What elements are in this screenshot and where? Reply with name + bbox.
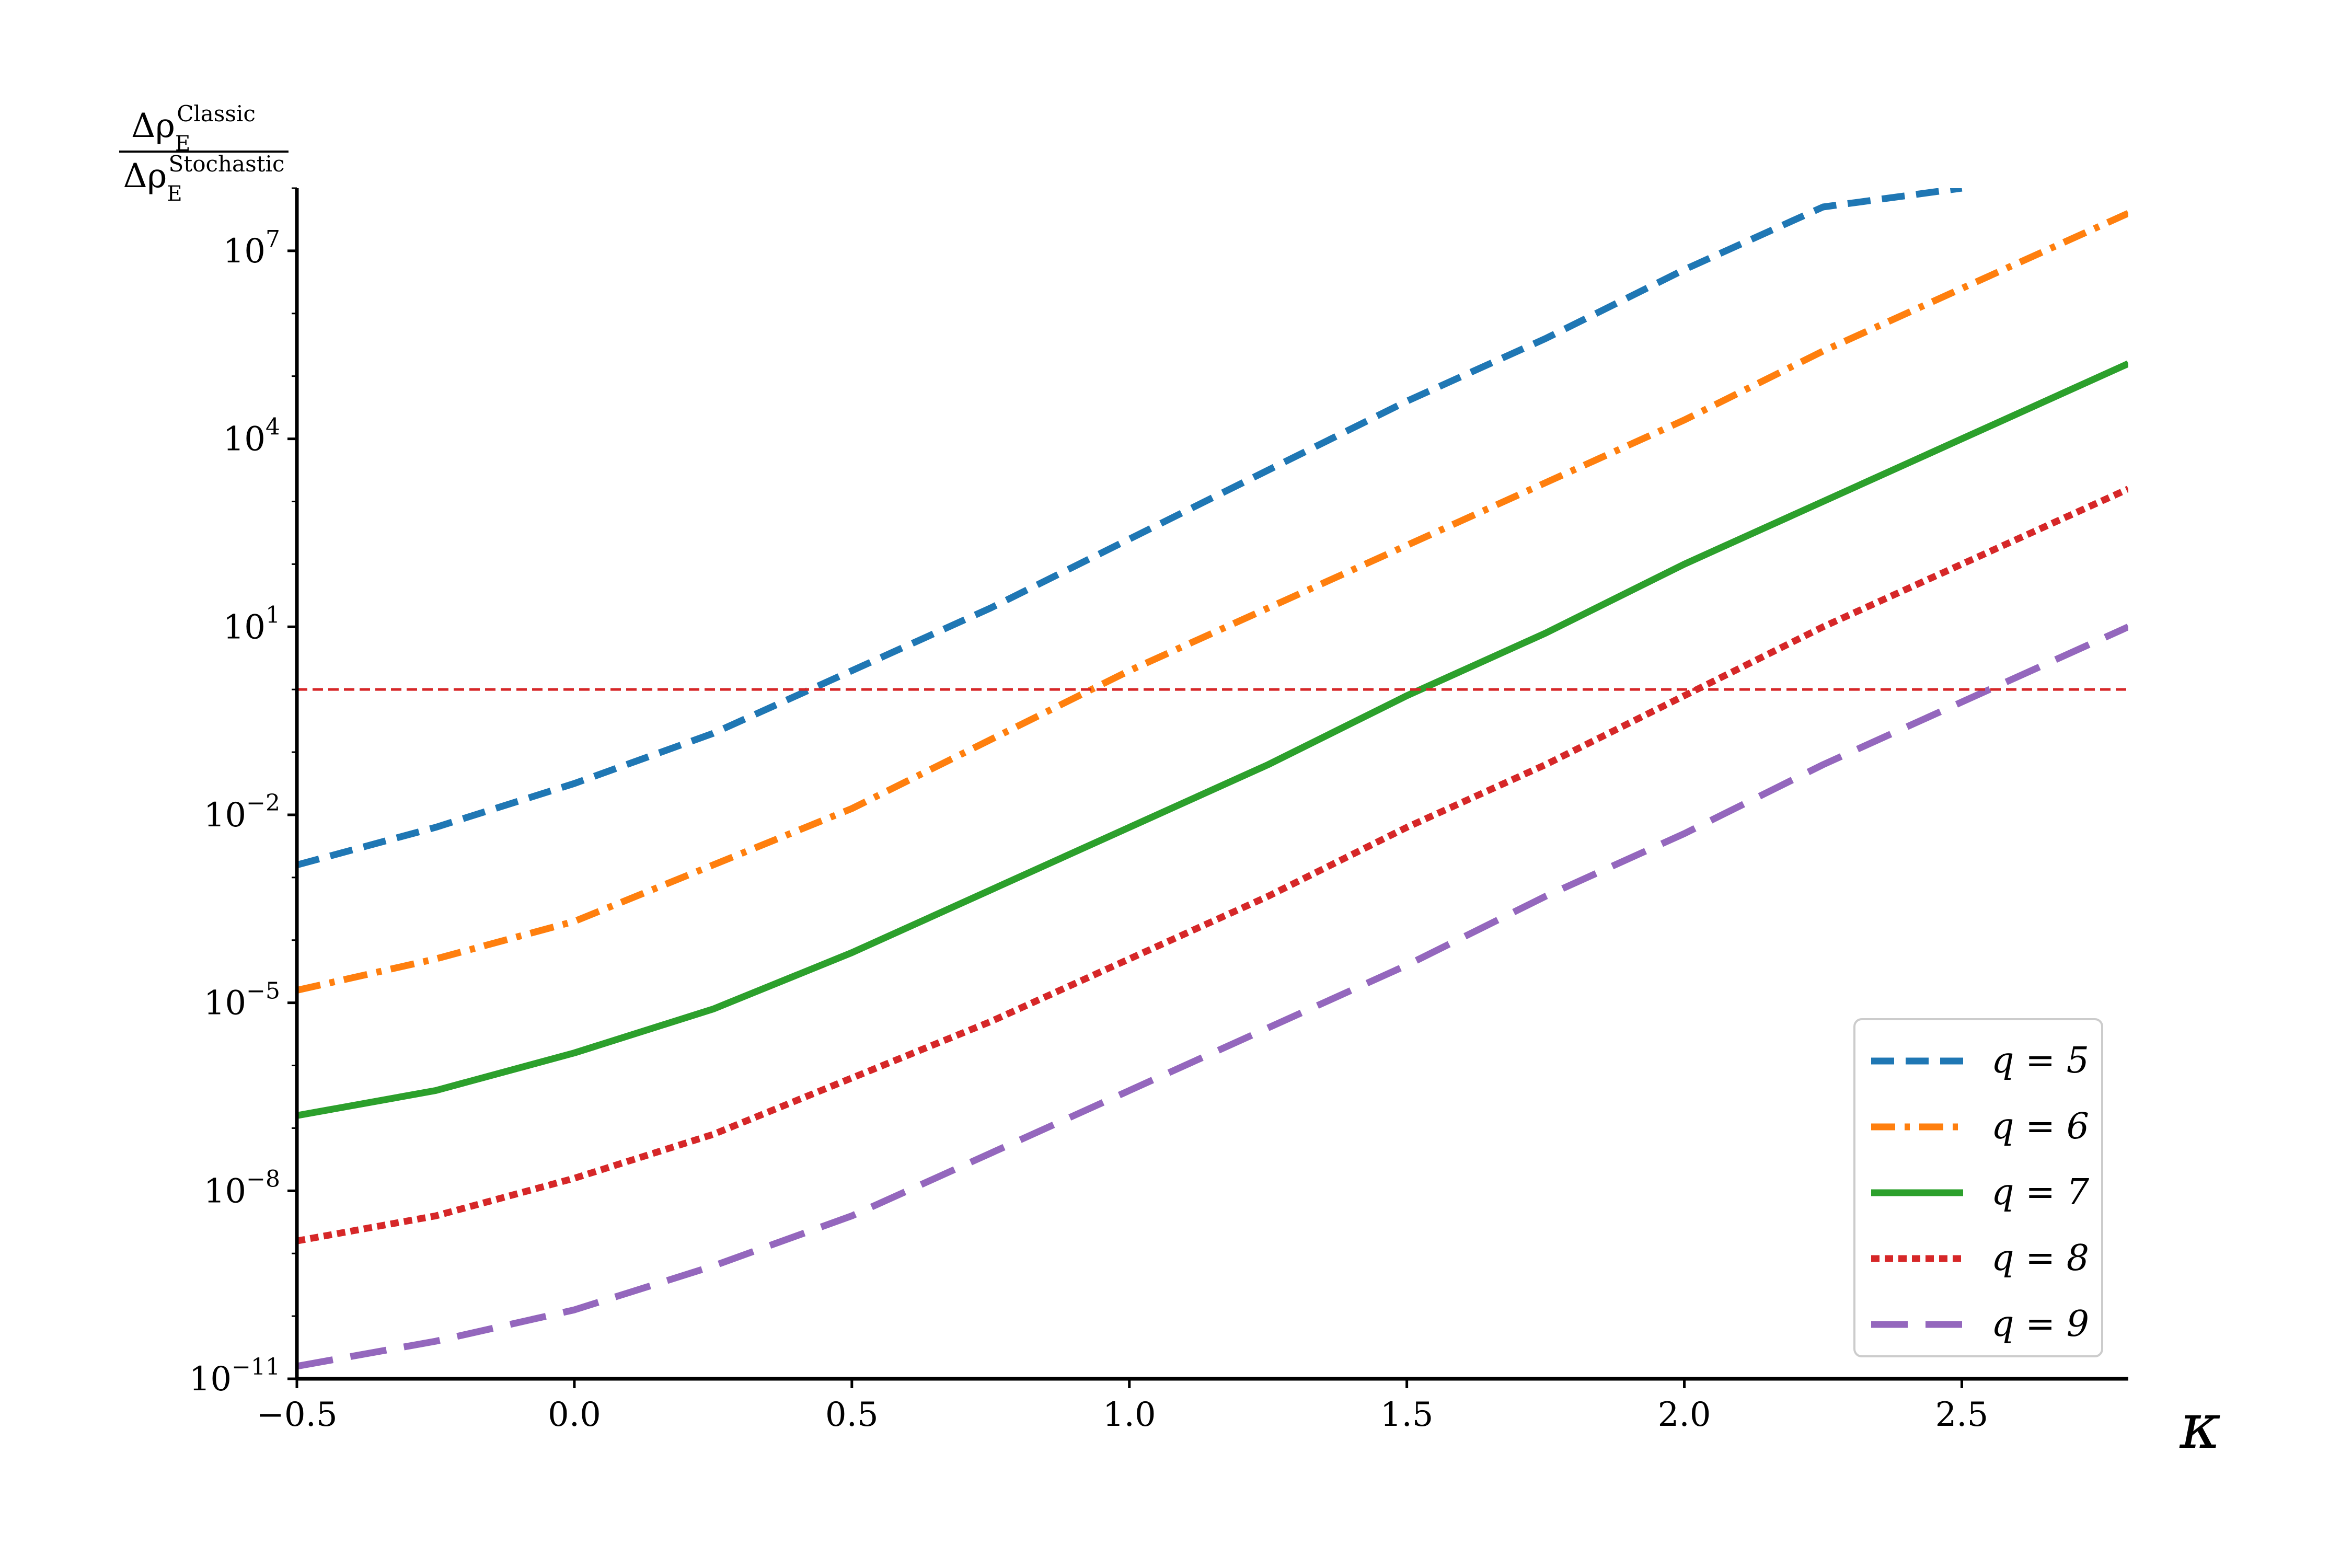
series-line-q-8: [297, 486, 2128, 1244]
legend-frame: [1853, 1018, 2103, 1357]
x-tick-label: 0.0: [548, 1396, 601, 1434]
legend-label: q = 5: [1991, 1040, 2089, 1081]
legend-entry: q = 8: [1871, 1238, 2089, 1279]
series-line-q-9: [297, 624, 2128, 1370]
series-layer: [297, 188, 2128, 1370]
legend-entry: q = 5: [1871, 1040, 2089, 1081]
ticks-layer: −0.5 0.0 0.5 1.0 1.5 2.0 2.5 107 104 101 10−2 10−5 1…: [189, 187, 1989, 1434]
legend-entry: q = 7: [1871, 1172, 2090, 1213]
x-tick-label: 2.0: [1658, 1396, 1711, 1434]
x-axis-label: κ: [2179, 1390, 2221, 1463]
y-tick-label: 10−2: [204, 790, 280, 835]
y-tick-label: 107: [223, 226, 280, 271]
y-tick-label: 101: [223, 602, 280, 647]
x-tick-label: 0.5: [825, 1396, 879, 1434]
legend: q = 5 q = 6 q = 7 q = 8 q = 9: [1853, 1018, 2103, 1357]
y-tick-label: 104: [223, 414, 280, 459]
legend-label: q = 6: [1991, 1106, 2089, 1147]
x-tick-label: −0.5: [256, 1396, 337, 1434]
y-label-numerator: ΔρEClassic: [131, 101, 256, 156]
series-line-q-7: [297, 360, 2128, 1119]
legend-items: q = 5 q = 6 q = 7 q = 8 q = 9: [1871, 1040, 2090, 1345]
legend-entry: q = 6: [1871, 1106, 2089, 1147]
x-tick-label: 1.5: [1380, 1396, 1434, 1434]
y-label-denominator: ΔρEStochastic: [123, 151, 285, 206]
legend-label: q = 7: [1991, 1172, 2090, 1213]
axes-layer: [295, 188, 2128, 1381]
x-tick-label: 2.5: [1935, 1396, 1989, 1434]
legend-label: q = 9: [1991, 1304, 2089, 1345]
y-tick-label: 10−5: [204, 978, 280, 1023]
y-tick-label: 10−11: [189, 1354, 280, 1399]
series-line-q-5: [297, 188, 1963, 869]
y-axis-label: ΔρEClassic ΔρEStochastic: [119, 101, 289, 206]
legend-entry: q = 9: [1871, 1304, 2089, 1345]
series-line-q-6: [297, 210, 2128, 994]
legend-label: q = 8: [1991, 1238, 2089, 1279]
x-tick-label: 1.0: [1103, 1396, 1156, 1434]
y-tick-label: 10−8: [204, 1166, 280, 1210]
